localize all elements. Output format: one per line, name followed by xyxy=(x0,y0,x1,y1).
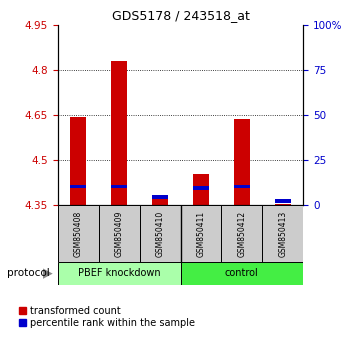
Bar xyxy=(193,186,209,190)
Text: GSM850413: GSM850413 xyxy=(278,211,287,257)
Text: PBEF knockdown: PBEF knockdown xyxy=(78,268,160,279)
Bar xyxy=(58,262,180,285)
Text: GSM850411: GSM850411 xyxy=(196,211,205,257)
Bar xyxy=(234,184,250,188)
Text: GSM850410: GSM850410 xyxy=(156,211,165,257)
Bar xyxy=(262,205,303,262)
Bar xyxy=(111,184,127,188)
Legend: transformed count, percentile rank within the sample: transformed count, percentile rank withi… xyxy=(19,306,195,328)
Bar xyxy=(221,205,262,262)
Bar xyxy=(99,205,140,262)
Bar xyxy=(70,184,86,188)
Text: GDS5178 / 243518_at: GDS5178 / 243518_at xyxy=(112,9,249,22)
Bar xyxy=(193,174,209,205)
Bar xyxy=(111,62,127,205)
Text: GSM850409: GSM850409 xyxy=(115,210,123,257)
Bar xyxy=(152,198,168,205)
Bar xyxy=(234,119,250,205)
Bar xyxy=(180,262,303,285)
Text: control: control xyxy=(225,268,259,279)
Bar xyxy=(58,205,99,262)
Bar xyxy=(180,205,221,262)
Bar xyxy=(70,117,86,205)
Bar xyxy=(152,195,168,199)
Bar xyxy=(275,199,291,202)
Text: protocol: protocol xyxy=(7,268,50,278)
Bar xyxy=(275,204,291,205)
Text: GSM850412: GSM850412 xyxy=(238,211,246,257)
Text: GSM850408: GSM850408 xyxy=(74,211,83,257)
Polygon shape xyxy=(43,268,53,279)
Bar xyxy=(140,205,180,262)
